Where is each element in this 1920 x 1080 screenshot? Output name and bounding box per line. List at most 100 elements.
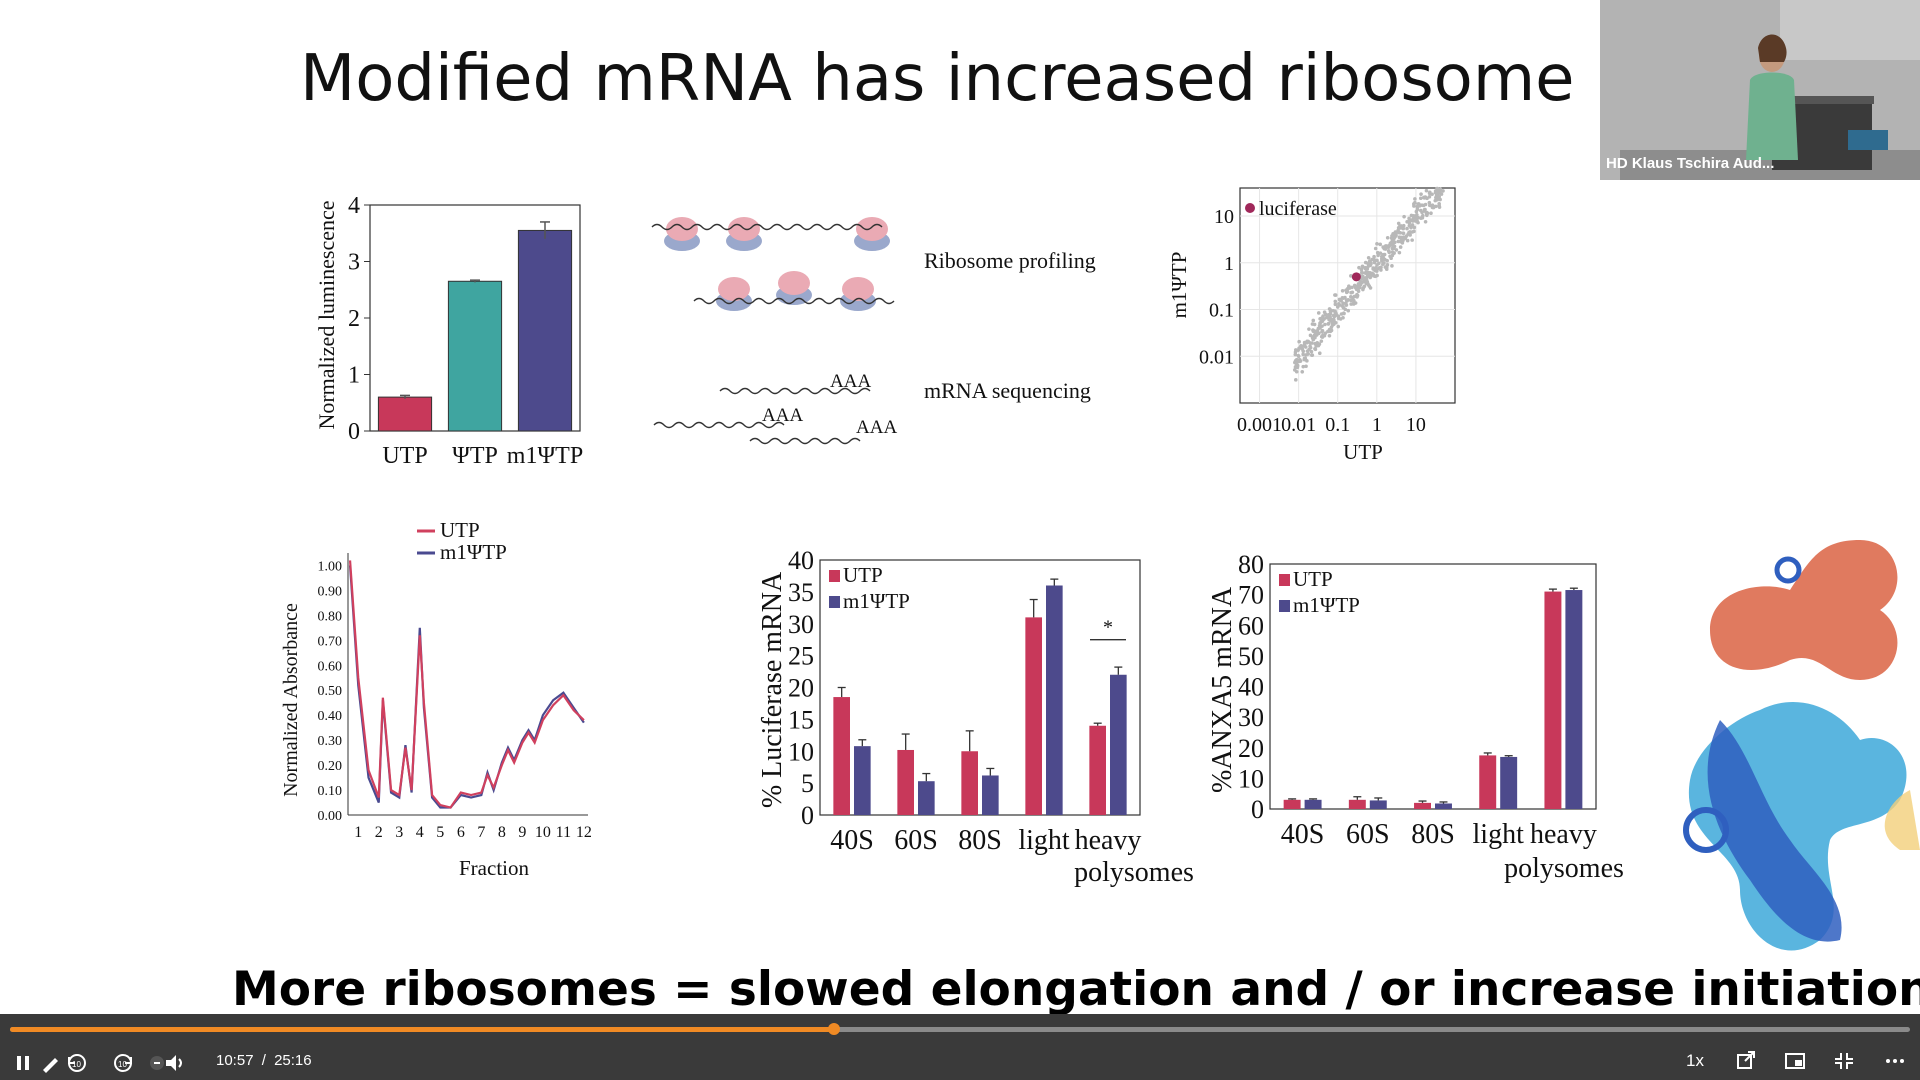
scatter-point [1336,324,1341,329]
luciferase-xtick-label: 40S [830,825,874,856]
scatter-point [1307,327,1311,331]
scatter-point [1331,308,1336,313]
scatter-point [1333,293,1338,297]
absorbance-xtick-label: 5 [436,824,444,841]
anxa5-bar [1369,800,1387,809]
scatter-point [1375,258,1379,263]
scatter-point [1397,250,1402,255]
next-icon[interactable] [142,1048,172,1078]
absorbance-ytick-label: 0.60 [318,659,343,674]
scatter-point [1439,192,1444,196]
scatter-point [1410,238,1414,242]
scatter-point [1297,339,1301,344]
scatter-point [1358,285,1362,290]
progress-fill [10,1027,834,1032]
anxa5-bar [1435,803,1452,809]
luciferase-ylabel: % Luciferase mRNA [757,571,788,808]
scatter-point [1396,226,1401,230]
ribosome-profiling-label: Ribosome profiling [924,248,1096,273]
absorbance-ytick-label: 1.00 [318,559,343,574]
luminescence-xtick-label: m1ΨTP [507,443,583,469]
scatter-point [1367,260,1372,265]
luciferase-bar [854,746,871,815]
scatter-point [1378,251,1383,255]
luciferase-bar [833,697,850,815]
scatter-point [1420,215,1425,220]
scatter-point [1366,264,1371,268]
speaker-video[interactable]: HD Klaus Tschira Aud... [1600,0,1920,180]
more-options-icon[interactable] [1880,1046,1910,1076]
scatter-point [1341,301,1345,306]
rewind-10-icon[interactable]: 10 [62,1048,92,1078]
scatter-legend-marker [1245,203,1255,213]
absorbance-series-line [348,560,585,809]
luciferase-bar [1046,585,1063,815]
scatter-point [1316,326,1321,331]
scatter-point [1412,225,1417,230]
anxa5-ytick-label: 80 [1238,550,1264,579]
scatter-point [1375,242,1379,246]
scatter-point [1398,245,1403,249]
luciferase-xtick-label: light [1018,825,1070,856]
anxa5-bar [1304,799,1322,809]
luciferase-legend-swatch [829,596,840,608]
scatter-point [1344,298,1349,302]
playback-speed-button[interactable]: 1x [1686,1051,1704,1070]
scatter-plot-frame [1239,187,1456,404]
scatter-point [1341,296,1346,300]
anxa5-legend-swatch [1279,574,1290,586]
exit-fullscreen-icon[interactable] [1829,1046,1859,1076]
scatter-point [1405,238,1410,243]
scatter-point [1423,219,1428,224]
luciferase-xtick-label: 80S [958,825,1002,856]
anxa5-xtick-label: 40S [1281,819,1325,850]
pause-icon[interactable] [8,1048,38,1078]
scatter-point [1310,322,1315,326]
scatter-point [1316,311,1321,315]
luciferase-ytick-label: 25 [788,642,814,671]
scatter-point [1405,226,1409,231]
scatter-point [1428,190,1432,195]
scatter-point [1363,271,1368,276]
scatter-point [1431,204,1436,209]
progress-bar[interactable] [10,1023,1910,1035]
scatter-point [1396,239,1401,244]
volume-icon[interactable] [160,1048,190,1078]
forward-10-icon[interactable]: 10 [108,1048,138,1078]
scatter-xlabel: UTP [1343,440,1383,464]
luminescence-ylabel: Normalized luminescence [314,200,339,429]
popout-icon[interactable] [1731,1046,1761,1076]
scatter-ytick-label: 0.01 [1199,346,1234,368]
absorbance-xtick-label: 8 [498,824,506,841]
scatter-xtick-label: 1 [1372,414,1382,436]
scatter-point [1343,301,1348,306]
scatter-point [1362,284,1367,289]
anxa5-ytick-label: 20 [1238,734,1264,763]
picture-in-picture-icon[interactable] [1780,1046,1810,1076]
scatter-point [1308,344,1312,349]
luminescence-ytick-label: 3 [348,250,360,276]
anxa5-ylabel: %ANXA5 mRNA [1207,586,1238,793]
scatter-point [1435,194,1439,198]
absorbance-xtick-label: 12 [576,824,592,841]
scatter-point [1308,333,1313,338]
scatter-point [1418,196,1423,201]
speaker-video-label: HD Klaus Tschira Aud... [1606,155,1775,172]
absorbance-xtick-label: 10 [535,824,551,841]
annotate-pen-icon[interactable] [36,1048,66,1078]
scatter-point [1369,274,1373,278]
scatter-point [1361,287,1365,292]
player-controls [0,1014,1920,1080]
scatter-point [1304,364,1308,369]
speaker-video-frame [1600,0,1920,180]
scatter-point [1319,334,1324,339]
scatter-point [1318,321,1322,326]
scatter-point [1413,197,1417,201]
progress-thumb[interactable] [827,1023,840,1035]
luciferase-ytick-label: 0 [801,801,814,830]
scatter-point [1436,196,1441,201]
scatter-point [1390,264,1394,268]
slide-title: Modified mRNA has increased ribosome loa… [300,42,1732,116]
scatter-point [1375,250,1380,255]
scatter-point [1441,189,1445,193]
